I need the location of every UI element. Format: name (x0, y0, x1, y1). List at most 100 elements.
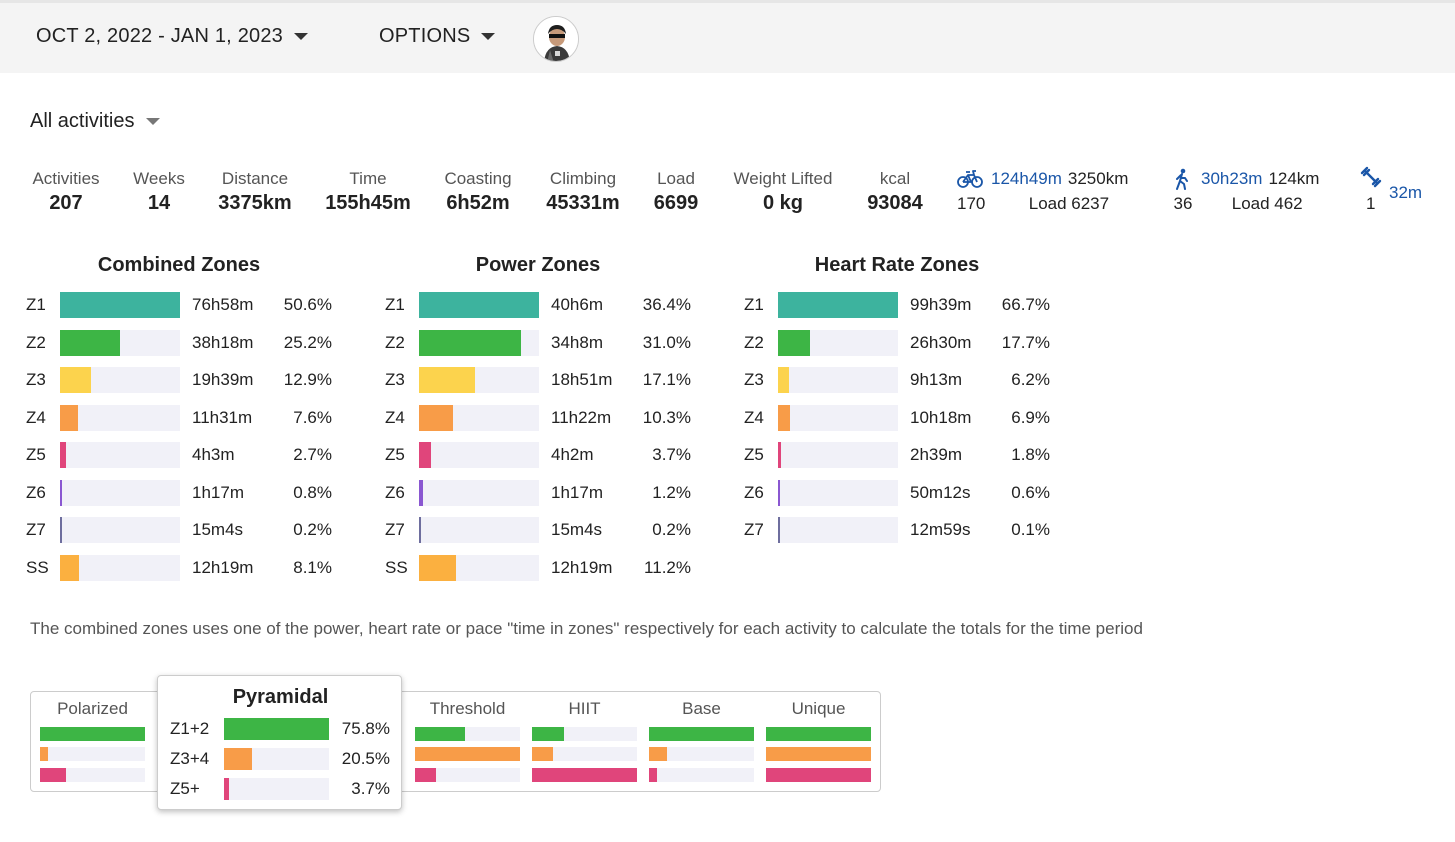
stat-climbing: Climbing 45331m (538, 168, 628, 216)
sport-summary-weights[interactable]: 32m 1 (1360, 166, 1430, 216)
zone-label: Z5 (744, 445, 764, 464)
tooltip-row-label: Z1+2 (170, 719, 210, 738)
zone-time: 38h18m (192, 333, 254, 352)
zone-label: Z2 (26, 333, 46, 352)
zone-time: 19h39m (192, 370, 254, 389)
zone-bar-fill (778, 517, 780, 543)
zone-label: Z3 (385, 370, 405, 389)
zone-time: 12h19m (551, 558, 613, 577)
stat-weeks: Weeks 14 (126, 168, 192, 216)
weights-time: 32m (1389, 183, 1423, 202)
zone-bar-track (419, 442, 539, 468)
date-range-dropdown[interactable]: OCT 2, 2022 - JAN 1, 2023 (36, 25, 308, 48)
zone-bar-track (60, 517, 180, 543)
options-dropdown[interactable]: OPTIONS (379, 25, 496, 48)
stat-weight-lifted: Weight Lifted 0 kg (727, 168, 839, 216)
zone-bar-track (419, 555, 539, 581)
zone-percent: 66.7% (1001, 295, 1050, 314)
distribution-bar-track (766, 768, 871, 782)
zone-label: Z6 (26, 483, 46, 502)
distribution-bar-fill (415, 727, 465, 741)
zone-label: Z7 (26, 520, 46, 539)
zone-bar-fill (60, 292, 180, 318)
stat-label: Load (657, 169, 695, 188)
zone-percent: 1.8% (1011, 445, 1050, 464)
distribution-bar-track (532, 768, 637, 782)
zone-percent: 2.7% (293, 445, 332, 464)
zone-time: 12h19m (192, 558, 254, 577)
zone-bar-track (60, 367, 180, 393)
chevron-down-icon (293, 33, 308, 40)
stat-label: Activities (32, 169, 100, 188)
stat-label: Distance (221, 169, 289, 188)
walk-count: 36 (1173, 194, 1193, 213)
zone-label: Z7 (744, 520, 764, 539)
zone-label: Z2 (385, 333, 405, 352)
distribution-unique[interactable]: Unique (766, 692, 871, 792)
zone-label: SS (26, 558, 49, 577)
zone-bar-fill (419, 555, 456, 581)
zone-label: SS (385, 558, 408, 577)
zone-bar-track (778, 517, 898, 543)
stat-value: 0 kg (762, 192, 804, 214)
sport-summary-walk[interactable]: 30h23m 124km 36 Load 462 (1172, 166, 1319, 216)
zone-row-z3: Z3 19h39m 12.9% (26, 367, 336, 393)
distribution-bar-fill (766, 727, 871, 741)
zone-bar-track (60, 405, 180, 431)
tooltip-bar-fill (224, 778, 229, 800)
zone-bar-fill (419, 292, 539, 318)
zone-row-z7: Z7 15m4s 0.2% (385, 517, 695, 543)
zone-percent: 31.0% (642, 333, 691, 352)
zone-percent: 25.2% (283, 333, 332, 352)
zone-bar-fill (419, 330, 521, 356)
zone-label: Z5 (26, 445, 46, 464)
top-bar: OCT 2, 2022 - JAN 1, 2023 OPTIONS (0, 0, 1455, 73)
combined-zones-title: Combined Zones (97, 254, 261, 276)
distribution-hiit[interactable]: HIIT (532, 692, 637, 792)
zone-bar-track (60, 292, 180, 318)
sport-summary-ride[interactable]: 124h49m 3250km 170 Load 6237 (957, 166, 1128, 216)
zone-percent: 6.9% (1011, 408, 1050, 427)
tooltip-row: Z1+2 75.8% (158, 718, 403, 740)
distribution-bar-fill (532, 727, 564, 741)
distribution-base[interactable]: Base (649, 692, 754, 792)
zone-bar-track (778, 442, 898, 468)
zone-percent: 12.9% (283, 370, 332, 389)
zone-time: 76h58m (192, 295, 254, 314)
distribution-bar-track (40, 747, 145, 761)
avatar[interactable] (533, 16, 579, 62)
zone-bar-fill (778, 442, 781, 468)
tooltip-row: Z3+4 20.5% (158, 748, 403, 770)
zone-bar-fill (419, 367, 475, 393)
tooltip-bar-track (224, 718, 329, 740)
distribution-polarized[interactable]: Polarized (40, 692, 145, 792)
zone-time: 15m4s (192, 520, 244, 539)
distribution-threshold[interactable]: Threshold (415, 692, 520, 792)
stat-label: Weeks (133, 169, 185, 188)
zone-bar-track (419, 367, 539, 393)
zone-bar-track (778, 367, 898, 393)
distribution-label: Polarized (57, 699, 128, 718)
distribution-bar-fill (766, 768, 871, 782)
activity-filter-dropdown[interactable]: All activities (30, 110, 161, 133)
ride-distance: 3250km (1067, 169, 1129, 188)
zone-label: Z3 (744, 370, 764, 389)
zone-bar-track (778, 480, 898, 506)
tooltip-bar-fill (224, 748, 252, 770)
zone-row-z1: Z1 99h39m 66.7% (744, 292, 1054, 318)
tooltip-bar-track (224, 778, 329, 800)
tooltip-row-label: Z5+ (170, 779, 200, 798)
distribution-bar-track (649, 747, 754, 761)
distribution-bar-fill (415, 768, 436, 782)
power-zones-title: Power Zones (475, 254, 601, 276)
zone-bar-fill (419, 405, 453, 431)
distribution-tooltip: Pyramidal Z1+2 75.8% Z3+4 20.5% Z5+ 3.7% (157, 675, 402, 810)
stat-value: 45331m (546, 192, 620, 214)
zone-label: Z4 (744, 408, 764, 427)
zone-row-z6: Z6 1h17m 1.2% (385, 480, 695, 506)
zone-time: 4h2m (551, 445, 594, 464)
zone-label: Z1 (744, 295, 764, 314)
chevron-down-icon (481, 33, 496, 40)
zone-bar-track (778, 405, 898, 431)
zone-bar-fill (60, 405, 78, 431)
